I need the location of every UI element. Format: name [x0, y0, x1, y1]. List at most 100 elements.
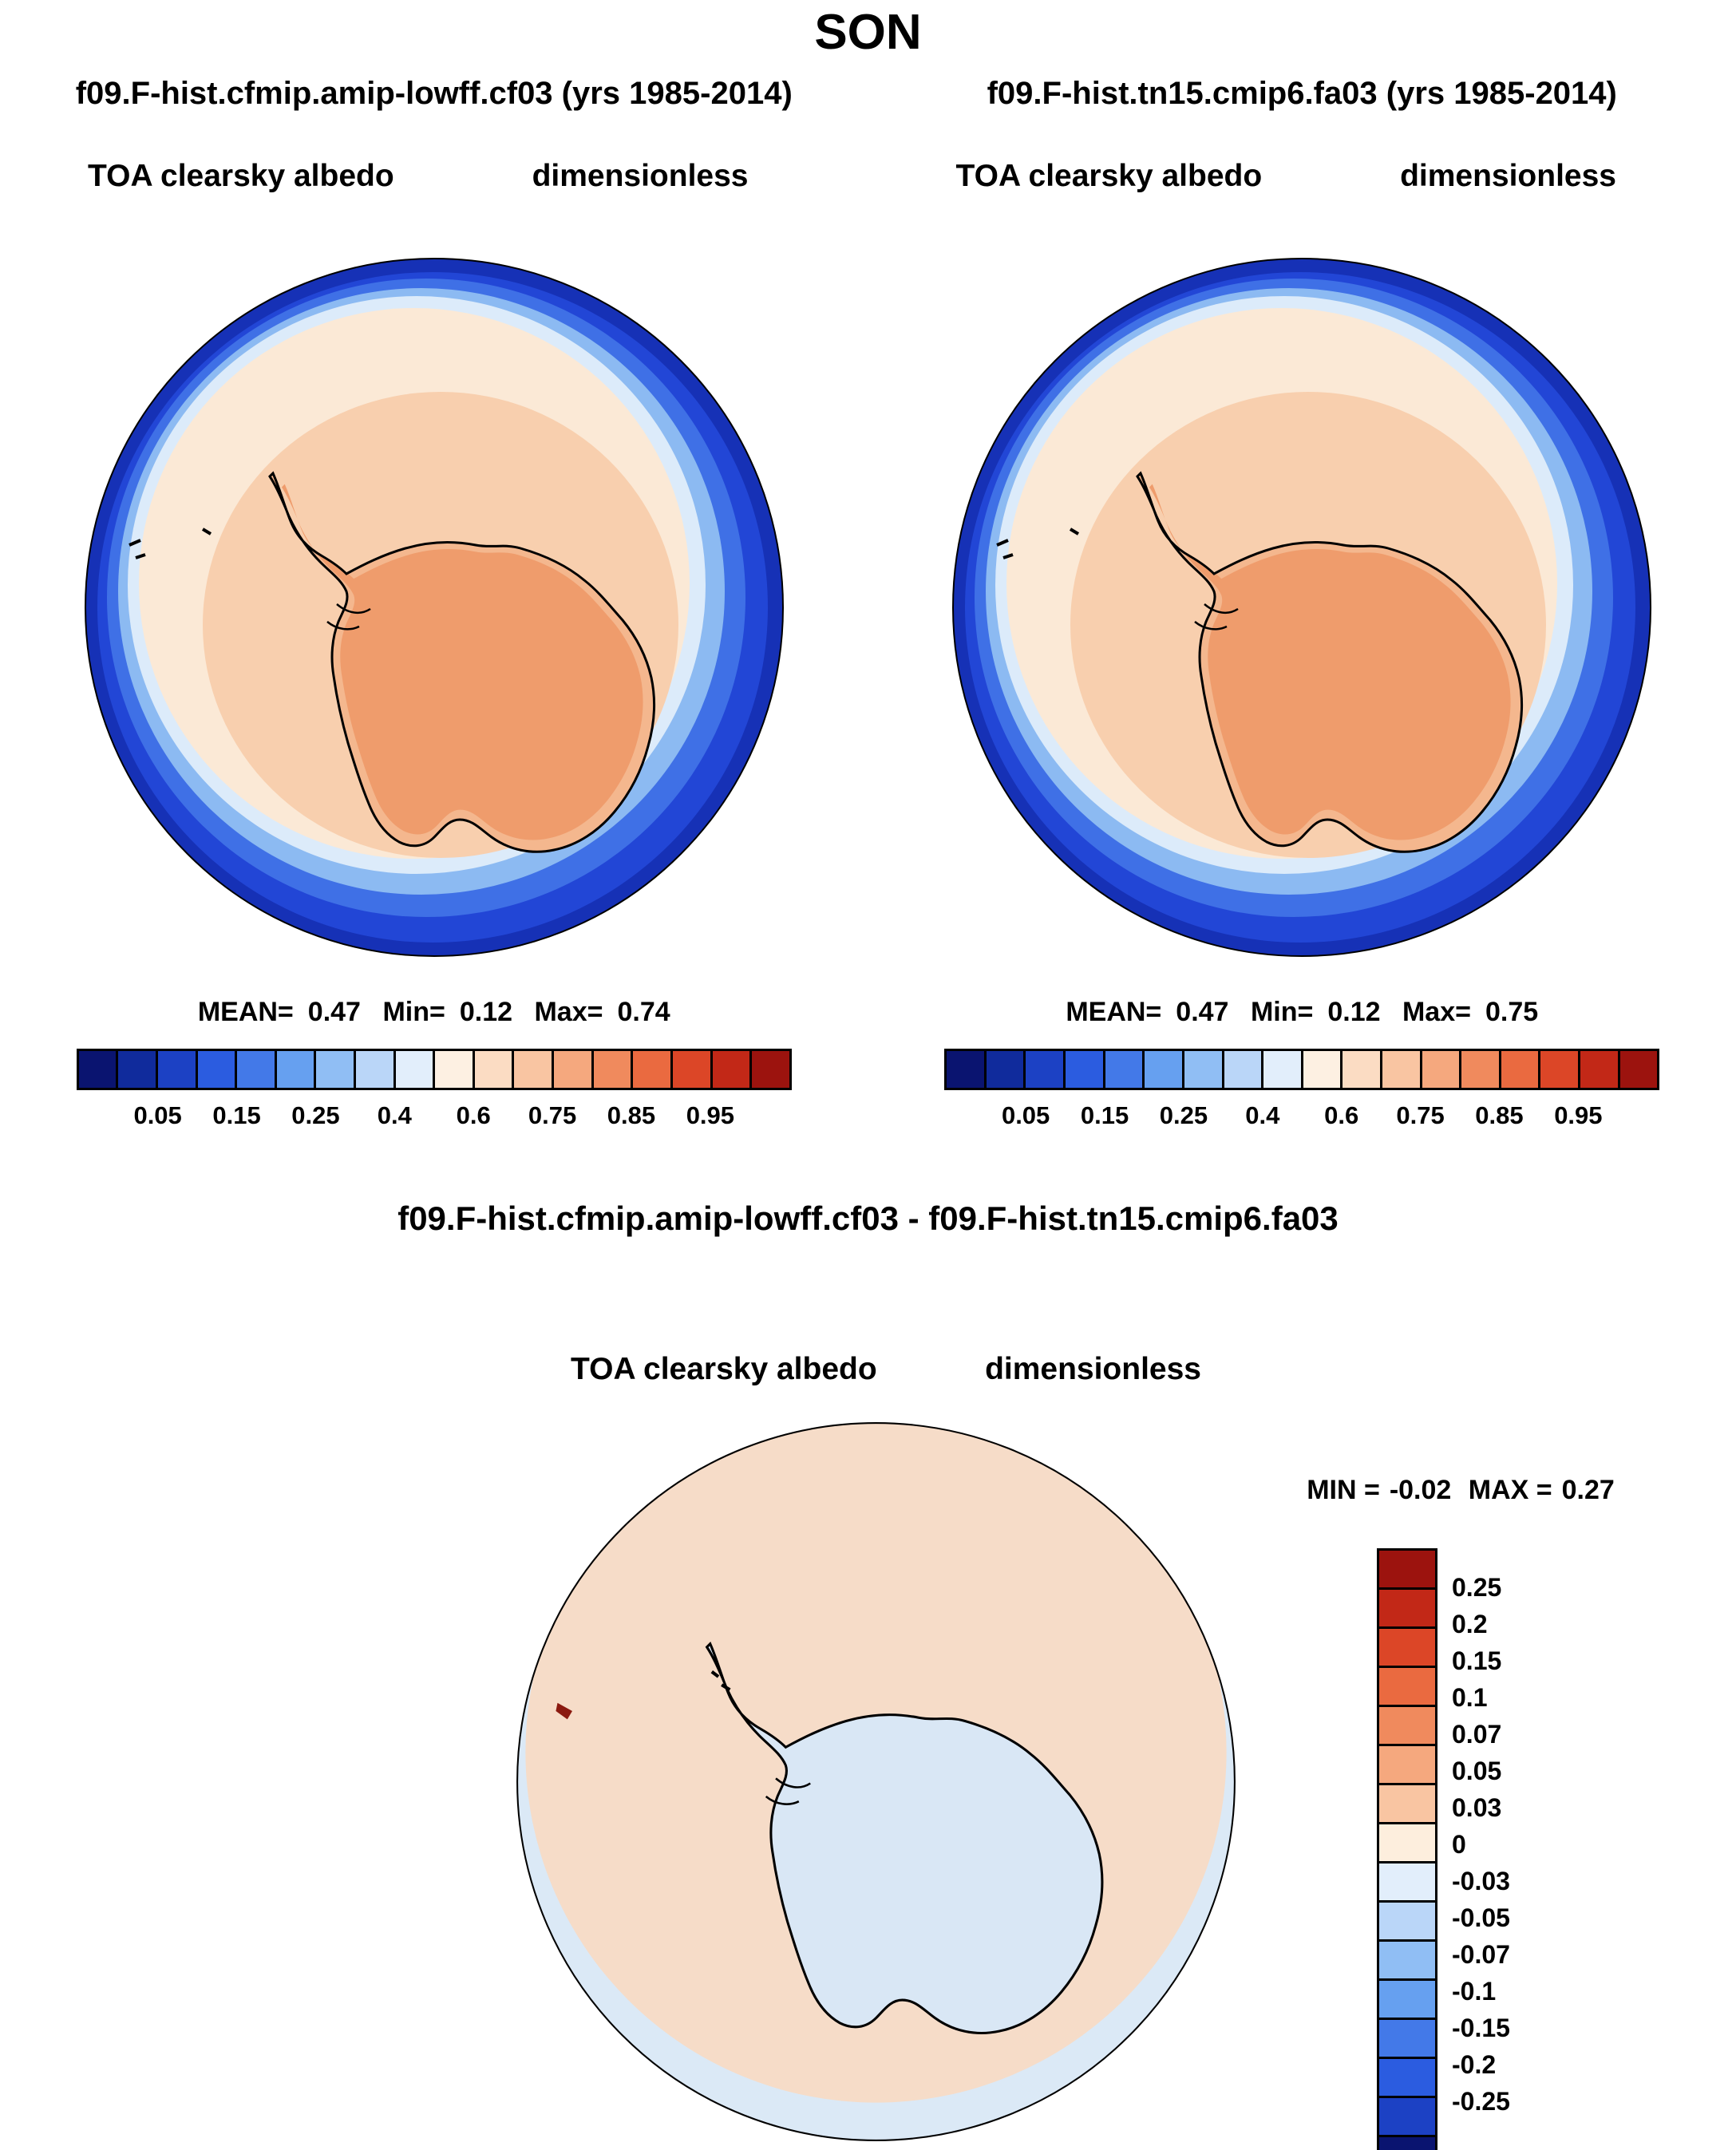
colorbar-tick-label: 0.95	[1554, 1101, 1603, 1130]
colorbar-cell	[1580, 1051, 1620, 1089]
continent-interior-high-albedo	[281, 484, 643, 840]
colorbar-tick-label: 0.25	[291, 1101, 340, 1130]
colorbar-cell	[1540, 1051, 1580, 1089]
continent-fill-negative-diff	[706, 1643, 1102, 2033]
albedo-map-case-1	[84, 258, 784, 958]
stat-max-value: 0.74	[617, 997, 670, 1028]
map-fill-layers	[953, 259, 1651, 957]
colorbar-cell	[1379, 1668, 1435, 1708]
colorbar-tick-label: 0.05	[133, 1101, 182, 1130]
variable-label: TOA clearsky albedo	[955, 159, 1263, 194]
colorbar-cell	[712, 1051, 753, 1089]
colorbar-tick-label: -0.05	[1452, 1903, 1510, 1933]
units-label: dimensionless	[1400, 159, 1616, 194]
difference-colorbar	[1377, 1548, 1437, 2150]
stat-min-value: -0.02	[1389, 1475, 1452, 1506]
ice-shelf-contour	[326, 603, 371, 630]
variable-label: TOA clearsky albedo	[88, 159, 394, 194]
colorbar-tick-label: 0.2	[1452, 1610, 1488, 1639]
stat-max-value: 0.75	[1485, 997, 1539, 1028]
colorbar-cell	[316, 1051, 357, 1089]
colorbar-tick-label: 0.25	[1452, 1573, 1502, 1603]
colorbar-cell	[1379, 1785, 1435, 1825]
colorbar-cell	[1184, 1051, 1224, 1089]
stat-min-label: Min=	[382, 997, 445, 1028]
stat-max-value: 0.27	[1561, 1475, 1615, 1506]
ice-shelf-contour	[1194, 603, 1239, 630]
difference-map	[516, 1422, 1236, 2142]
colorbar-tick-label: 0.15	[212, 1101, 261, 1130]
stats-line-case-2: MEAN= 0.47 Min= 0.12 Max= 0.75	[868, 997, 1736, 1028]
islands	[996, 528, 1080, 559]
colorbar-cell	[1303, 1051, 1343, 1089]
albedo-map-case-2	[952, 258, 1652, 958]
colorbar-cell	[1422, 1051, 1462, 1089]
units-label: dimensionless	[985, 1352, 1201, 1387]
variable-label: TOA clearsky albedo	[571, 1352, 877, 1387]
colorbar-cell	[1501, 1051, 1541, 1089]
map-fill-layers	[85, 259, 783, 957]
colorbar-tick-label: 0.85	[1475, 1101, 1524, 1130]
colorbar-cell	[1379, 1824, 1435, 1864]
stat-mean-label: MEAN=	[1066, 997, 1162, 1028]
colorbar-tick-label: 0.75	[1396, 1101, 1445, 1130]
albedo-colorbar-case-1	[76, 1049, 792, 1091]
colorbar-cell	[554, 1051, 594, 1089]
colorbar-tick-label: -0.07	[1452, 1940, 1510, 1970]
colorbar-tick-label: 0.15	[1452, 1646, 1502, 1676]
colorbar-tick-label: 0.05	[1452, 1757, 1502, 1786]
stat-mean-value: 0.47	[307, 997, 361, 1028]
run-title-case-2: f09.F-hist.tn15.cmip6.fa03 (yrs 1985-201…	[987, 76, 1617, 112]
stat-min-label: MIN =	[1307, 1475, 1380, 1506]
panel-case-2: f09.F-hist.tn15.cmip6.fa03 (yrs 1985-201…	[868, 76, 1736, 1133]
map-fill-layers	[517, 1423, 1235, 2141]
colorbar-tick-label: 0.25	[1159, 1101, 1208, 1130]
run-title-case-1: f09.F-hist.cfmip.amip-lowff.cf03 (yrs 19…	[75, 76, 793, 112]
colorbar-cell	[356, 1051, 396, 1089]
colorbar-cell	[1343, 1051, 1382, 1089]
stats-line-case-1: MEAN= 0.47 Min= 0.12 Max= 0.74	[0, 997, 868, 1028]
difference-stats-line: MIN = -0.02 MAX = 0.27	[1245, 1475, 1676, 1506]
colorbar-cell	[1382, 1051, 1422, 1089]
colorbar-tick-label: 0.15	[1080, 1101, 1129, 1130]
colorbar-tick-label: 0.03	[1452, 1793, 1502, 1823]
colorbar-cell	[78, 1051, 119, 1089]
colorbar-cell	[947, 1051, 987, 1089]
albedo-colorbar-ticks-case-2: 0.05 0.15 0.25 0.4 0.6 0.75 0.85 0.95	[947, 1098, 1657, 1133]
colorbar-cell	[633, 1051, 673, 1089]
colorbar-cell	[1026, 1051, 1066, 1089]
colorbar-cell	[1066, 1051, 1105, 1089]
albedo-colorbar-ticks-case-1: 0.05 0.15 0.25 0.4 0.6 0.75 0.85 0.95	[79, 1098, 789, 1133]
colorbar-cell	[237, 1051, 277, 1089]
colorbar-cell	[1224, 1051, 1264, 1089]
colorbar-cell	[672, 1051, 713, 1089]
colorbar-tick-label: 0.85	[607, 1101, 656, 1130]
stat-max-label: Max=	[534, 997, 603, 1028]
panel-labels-row: TOA clearsky albedo dimensionless	[868, 159, 1736, 194]
difference-title: f09.F-hist.cfmip.amip-lowff.cf03 - f09.F…	[397, 1199, 1339, 1238]
figure-title: SON	[814, 5, 922, 60]
stat-min-value: 0.12	[1327, 997, 1381, 1028]
colorbar-tick-label: -0.25	[1452, 2087, 1510, 2116]
colorbar-cell	[197, 1051, 238, 1089]
colorbar-cell	[1379, 2137, 1435, 2150]
stat-min-label: Min=	[1250, 997, 1314, 1028]
colorbar-tick-label: 0.4	[377, 1101, 412, 1130]
colorbar-tick-label: 0.05	[1001, 1101, 1050, 1130]
stat-mean-label: MEAN=	[197, 997, 294, 1028]
colorbar-tick-label: 0.07	[1452, 1720, 1502, 1749]
colorbar-cell	[1379, 1981, 1435, 2021]
islands	[128, 528, 212, 559]
colorbar-cell	[514, 1051, 555, 1089]
colorbar-tick-label: 0.4	[1245, 1101, 1280, 1130]
colorbar-cell	[752, 1051, 789, 1089]
colorbar-cell	[435, 1051, 475, 1089]
colorbar-tick-label: -0.03	[1452, 1867, 1510, 1896]
colorbar-cell	[118, 1051, 158, 1089]
colorbar-tick-label: 0.1	[1452, 1683, 1488, 1713]
panel-case-1: f09.F-hist.cfmip.amip-lowff.cf03 (yrs 19…	[0, 76, 868, 1133]
difference-panel: f09.F-hist.cfmip.amip-lowff.cf03 - f09.F…	[0, 1199, 1736, 2150]
colorbar-cell	[1379, 1707, 1435, 1747]
colorbar-tick-label: -0.2	[1452, 2050, 1497, 2080]
